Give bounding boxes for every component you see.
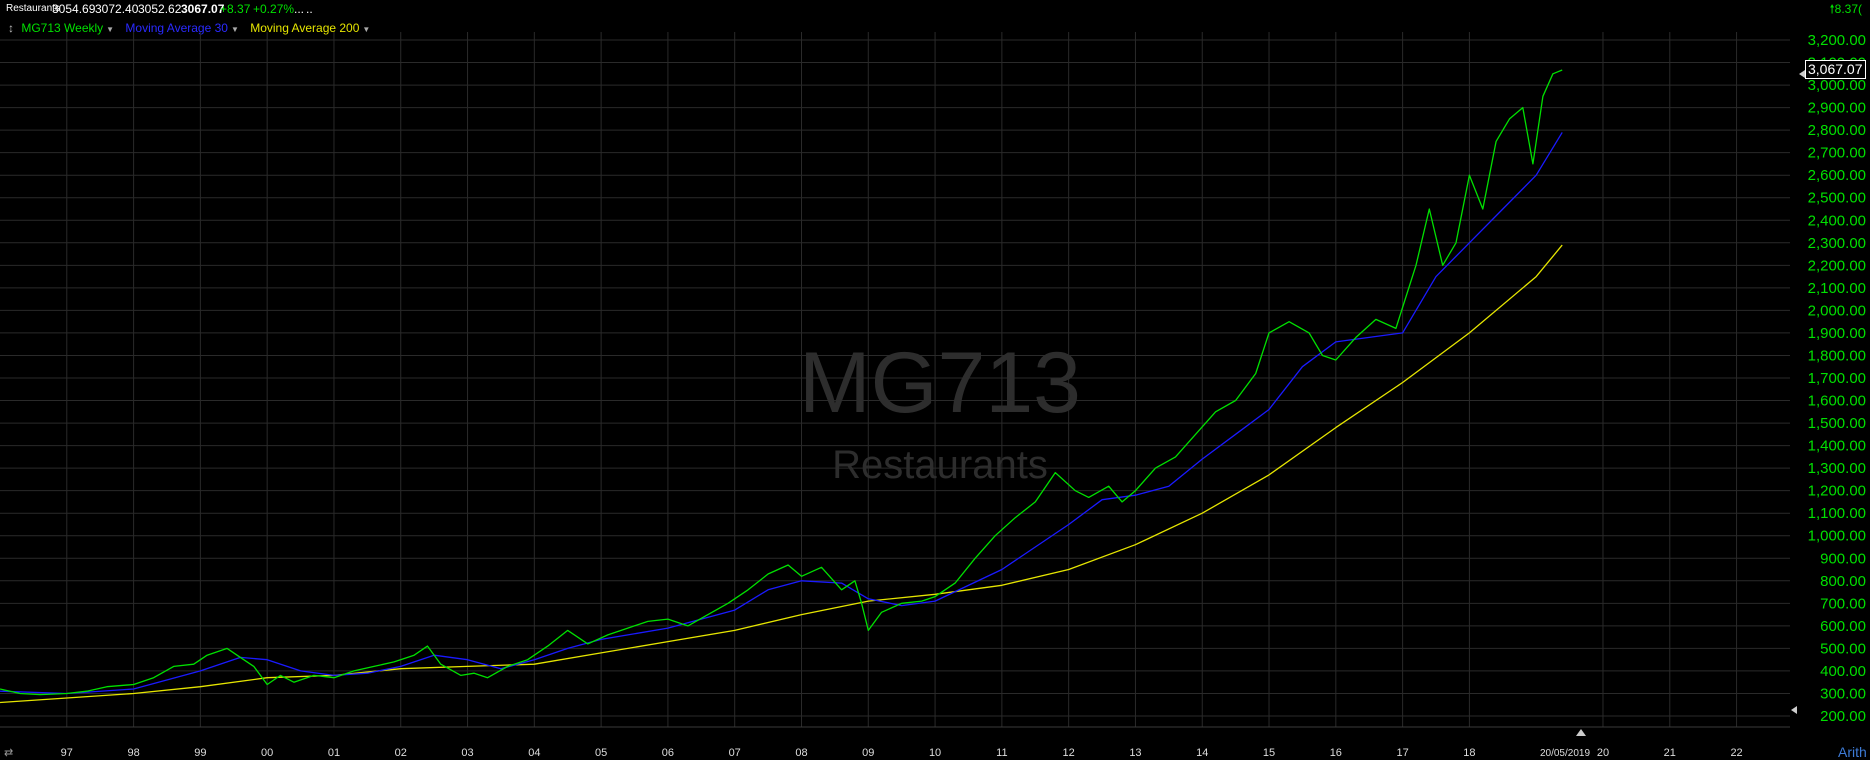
y-tick-label: 200.00 xyxy=(1820,708,1866,725)
y-tick-label: 2,700.00 xyxy=(1808,145,1866,162)
y-tick-label: 600.00 xyxy=(1820,618,1866,635)
quote-bar: Restaurants 3054.69 3072.40 3052.62 3067… xyxy=(0,0,1870,18)
x-axis: 97 98 99 00 01 02 03 04 05 06 07 08 09 10 11 12 13 14 15 16… xyxy=(0,726,1790,759)
high-value: 3072.40 xyxy=(95,2,139,16)
chevron-down-icon[interactable]: ▼ xyxy=(230,25,239,34)
y-tick-label: 2,300.00 xyxy=(1808,235,1866,252)
y-tick-label: 2,200.00 xyxy=(1808,257,1866,274)
y-tick-label: 500.00 xyxy=(1820,640,1866,657)
low-value: 3052.62 xyxy=(138,2,182,16)
y-tick-label: 3,000.00 xyxy=(1808,77,1866,94)
x-tick-label: 13 xyxy=(1129,747,1141,759)
y-tick-label: 700.00 xyxy=(1820,595,1866,612)
y-tick-label: 2,400.00 xyxy=(1808,212,1866,229)
series-line-ma30 xyxy=(0,132,1563,695)
watermark-symbol: MG713 xyxy=(799,335,1081,431)
y-tick-label: 300.00 xyxy=(1820,685,1866,702)
series-legend: ↕ MG713 Weekly ▼ Moving Average 30 ▼ Movin… xyxy=(8,19,378,37)
open-value: 3054.69 xyxy=(52,2,96,16)
right-change-value: 🠕8.37( xyxy=(1829,2,1862,16)
current-date-label: 20/05/2019 xyxy=(1540,748,1590,759)
last-value-label: 3,067.07 xyxy=(1805,59,1866,79)
chart-grid xyxy=(0,32,1790,727)
y-tick-label: 1,400.00 xyxy=(1808,438,1866,455)
x-tick-label: 03 xyxy=(461,747,473,759)
y-tick-label: 1,800.00 xyxy=(1808,347,1866,364)
y-tick-label: 2,500.00 xyxy=(1808,190,1866,207)
x-tick-label: 21 xyxy=(1664,747,1676,759)
x-tick-label: 10 xyxy=(929,747,941,759)
x-tick-label: 04 xyxy=(528,747,540,759)
x-tick-label: 07 xyxy=(729,747,741,759)
x-tick-label: 00 xyxy=(261,747,273,759)
y-tick-label: 900.00 xyxy=(1820,550,1866,567)
close-value: 3067.07 xyxy=(181,2,225,16)
x-tick-label: 08 xyxy=(795,747,807,759)
y-tick-label: 1,000.00 xyxy=(1808,528,1866,545)
y-tick-label: 1,100.00 xyxy=(1808,505,1866,522)
change-pct-value: +0.27% xyxy=(253,2,295,16)
series-line-price xyxy=(0,69,1563,696)
chart-series xyxy=(0,69,1563,704)
legend-ma200[interactable]: Moving Average 200 ▼ xyxy=(250,21,371,35)
y-axis: 200.00 300.00 400.00 500.00 600.00 700.00 800.… xyxy=(1808,32,1866,725)
y-tick-label: 3,200.00 xyxy=(1808,32,1866,49)
scale-mode-button[interactable]: Arith xyxy=(1838,744,1867,760)
x-tick-label: 15 xyxy=(1263,747,1275,759)
change-value: +8.37 xyxy=(220,2,251,16)
y-tick-label: 1,500.00 xyxy=(1808,415,1866,432)
y-tick-label: 2,900.00 xyxy=(1808,100,1866,117)
up-arrow-icon: 🠕 xyxy=(1829,2,1835,16)
legend-price[interactable]: MG713 Weekly ▼ xyxy=(21,21,115,35)
y-tick-label: 1,900.00 xyxy=(1808,325,1866,342)
x-tick-label: 17 xyxy=(1396,747,1408,759)
more-indicator: ... xyxy=(294,2,305,16)
x-tick-label: 99 xyxy=(194,747,206,759)
y-tick-label: 400.00 xyxy=(1820,663,1866,680)
x-tick-label: 22 xyxy=(1730,747,1742,759)
x-tick-label: 12 xyxy=(1063,747,1075,759)
date-marker-icon[interactable] xyxy=(1576,729,1586,736)
x-tick-label: 05 xyxy=(595,747,607,759)
y-tick-label: 1,700.00 xyxy=(1808,370,1866,387)
chevron-down-icon[interactable]: ▼ xyxy=(106,25,115,34)
x-tick-label: 06 xyxy=(662,747,674,759)
watermark-name: Restaurants xyxy=(832,443,1048,487)
y-tick-label: 2,800.00 xyxy=(1808,122,1866,139)
x-tick-label: 09 xyxy=(862,747,874,759)
y-tick-label: 1,300.00 xyxy=(1808,460,1866,477)
x-tick-label: 01 xyxy=(328,747,340,759)
scale-marker-icon[interactable] xyxy=(1791,706,1797,714)
x-tick-label: 02 xyxy=(395,747,407,759)
y-tick-label: 1,600.00 xyxy=(1808,393,1866,410)
last-value-marker-icon xyxy=(1799,70,1805,78)
x-tick-label: 20 xyxy=(1597,747,1609,759)
x-tick-label: 97 xyxy=(61,747,73,759)
legend-ma30[interactable]: Moving Average 30 ▼ xyxy=(125,21,239,35)
more-indicator-2: .. xyxy=(306,2,313,16)
y-tick-label: 1,200.00 xyxy=(1808,483,1866,500)
y-tick-label: 800.00 xyxy=(1820,573,1866,590)
sort-arrows-icon[interactable]: ↕ xyxy=(8,21,14,35)
refresh-icon[interactable]: ⇄ xyxy=(4,747,14,759)
y-tick-label: 2,100.00 xyxy=(1808,280,1866,297)
x-tick-label: 11 xyxy=(996,747,1007,759)
y-tick-label: 2,600.00 xyxy=(1808,167,1866,184)
x-tick-label: 98 xyxy=(127,747,139,759)
x-tick-label: 18 xyxy=(1463,747,1475,759)
series-line-ma200 xyxy=(0,244,1563,704)
y-tick-label: 2,000.00 xyxy=(1808,302,1866,319)
symbol-name: Restaurants xyxy=(6,3,60,14)
x-tick-label: 16 xyxy=(1330,747,1342,759)
chevron-down-icon[interactable]: ▼ xyxy=(362,25,371,34)
x-tick-label: 14 xyxy=(1196,747,1208,759)
